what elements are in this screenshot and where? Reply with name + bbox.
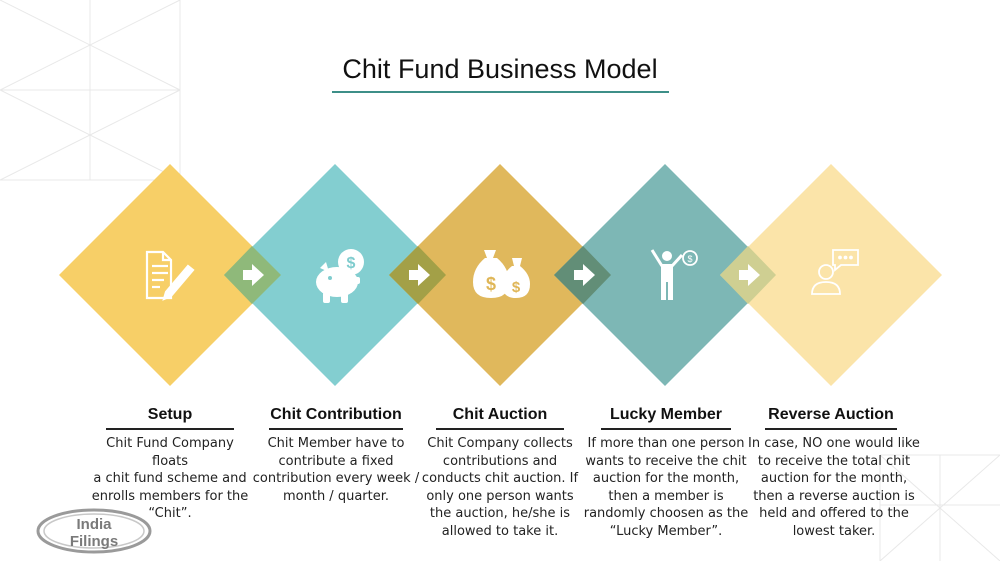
page-title: Chit Fund Business Model xyxy=(342,54,658,84)
title-underline xyxy=(332,91,669,93)
svg-text:$: $ xyxy=(486,274,496,294)
logo-line-2: Filings xyxy=(70,533,118,550)
step-desc-contribution: Chit Member have to contribute a fixed co… xyxy=(252,436,420,504)
arrow-right-icon xyxy=(739,264,760,286)
step-desc-auction: Chit Company collects contributions and c… xyxy=(421,436,579,539)
step-desc-lucky: If more than one person wants to receive … xyxy=(583,436,749,539)
svg-text:$: $ xyxy=(687,254,692,264)
winner-person-icon: $ xyxy=(650,249,698,300)
arrow-right-icon xyxy=(243,264,264,286)
document-pen-icon xyxy=(145,250,195,301)
step-title-lucky: Lucky Member xyxy=(590,406,742,430)
step-title-contribution: Chit Contribution xyxy=(254,406,418,430)
step-title-setup: Setup xyxy=(95,406,245,430)
svg-text:$: $ xyxy=(512,279,521,296)
step-title-reverse: Reverse Auction xyxy=(754,406,908,430)
arrow-right-icon xyxy=(409,264,430,286)
svg-text:$: $ xyxy=(347,255,356,272)
arrow-right-icon xyxy=(574,264,595,286)
money-bags-icon: $ $ xyxy=(473,250,530,298)
person-speech-icon xyxy=(811,249,859,295)
step-title-auction: Chit Auction xyxy=(425,406,575,430)
step-desc-setup: Chit Fund Company floats a chit fund sche… xyxy=(91,436,249,522)
step-desc-reverse: In case, NO one would like to receive the… xyxy=(748,436,920,539)
logo-line-1: India xyxy=(76,516,112,533)
diamond-reverse xyxy=(720,164,942,386)
indiafilings-logo: India Filings xyxy=(36,508,152,554)
piggy-bank-icon: $ xyxy=(316,249,364,303)
